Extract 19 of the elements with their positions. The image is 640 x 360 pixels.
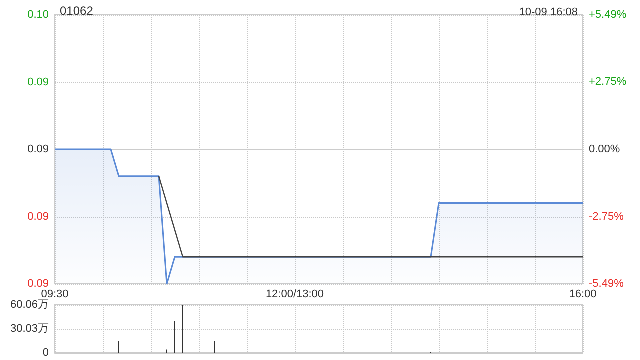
y2-tick-label: -5.49%: [589, 278, 624, 290]
y-tick-label: 60.06万: [10, 299, 49, 311]
y2-tick-label: 0.00%: [589, 144, 620, 156]
y-tick-label: 0.09: [28, 278, 49, 290]
y-tick-label: 0.09: [28, 76, 49, 88]
x-tick-label: 16:00: [569, 288, 597, 300]
x-tick-label: 12:00/13:00: [266, 288, 324, 300]
x-tick-label: 09:30: [41, 288, 69, 300]
line-series: [158, 176, 584, 258]
y-tick-label: 30.03万: [10, 323, 49, 335]
y-tick-label: 0.09: [28, 144, 49, 156]
y2-tick-label: +5.49%: [589, 9, 627, 21]
y-tick-label: 0.09: [28, 210, 49, 223]
chart-title: 01062: [60, 4, 94, 18]
y2-tick-label: -2.75%: [589, 210, 624, 223]
y-tick-label: 0: [42, 347, 49, 359]
y2-tick-label: +2.75%: [589, 76, 627, 88]
y-tick-label: 0.10: [28, 9, 49, 21]
chart-subtitle: 10-09 16:08: [519, 6, 578, 18]
